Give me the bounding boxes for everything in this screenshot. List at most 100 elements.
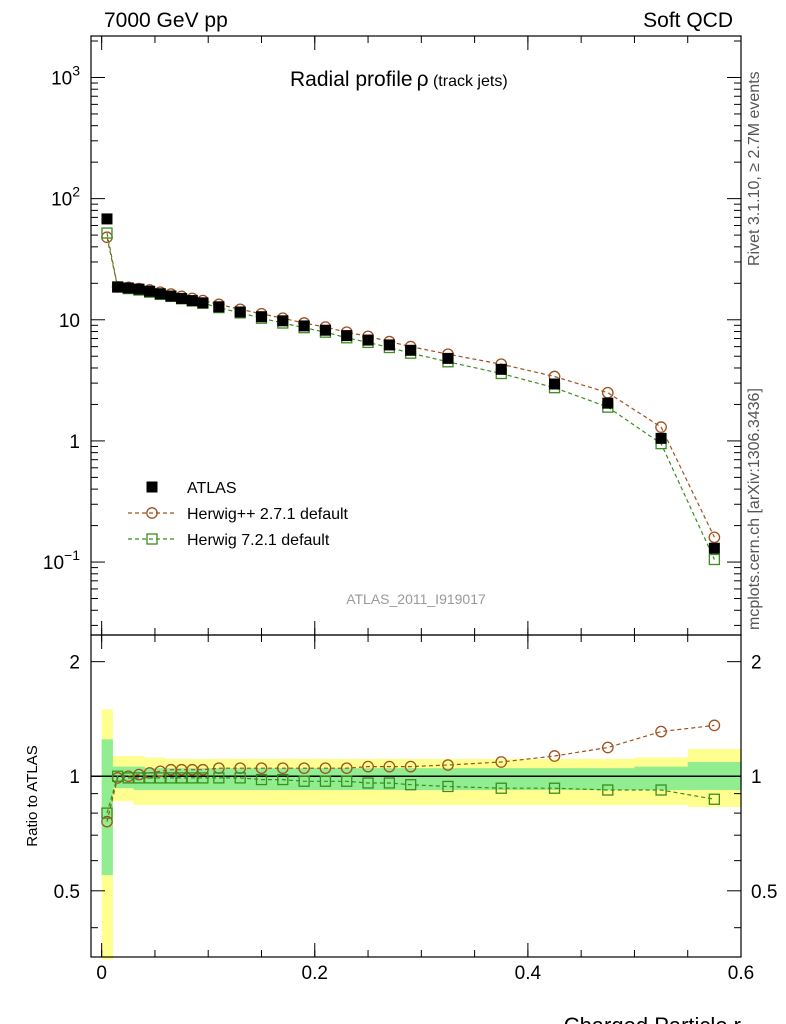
- atlas-point: [341, 330, 353, 342]
- y-tick-label: 1: [69, 432, 80, 453]
- ratio-band-inner: [101, 739, 113, 876]
- herwig7-ratio-point: [234, 772, 246, 784]
- category-label: Soft QCD: [643, 9, 733, 32]
- herwigpp-ratio-point: [708, 719, 721, 732]
- ratio-y-tick-label: 1: [69, 767, 80, 788]
- herwig7-ratio-point: [255, 773, 268, 786]
- atlas-point: [133, 283, 145, 295]
- herwig7-ratio-point: [186, 772, 198, 784]
- herwigpp-point: [601, 386, 614, 399]
- herwig7-ratio-point: [165, 772, 177, 784]
- herwig7-point: [708, 553, 721, 566]
- atlas-point: [442, 352, 454, 364]
- ratio-y-tick-label-right: 2: [751, 653, 762, 674]
- atlas-point: [298, 320, 310, 332]
- herwig7-ratio-point: [602, 784, 614, 796]
- herwig7-point: [101, 227, 113, 239]
- herwig7-ratio-point: [175, 772, 188, 784]
- herwigpp-ratio-point: [340, 762, 353, 775]
- herwig7-ratio-point: [277, 773, 289, 786]
- herwig7-ratio-point: [154, 772, 166, 784]
- ratio-band-inner: [144, 768, 156, 791]
- herwig7-ratio-point: [548, 782, 561, 794]
- atlas-point: [319, 324, 331, 336]
- chart-title: Radial profile ρ (track jets): [290, 68, 508, 91]
- ratio-y-tick-label: 2: [69, 653, 80, 674]
- atlas-point: [602, 397, 614, 409]
- herwig7-ratio-point: [383, 777, 396, 789]
- x-tick-label: 0: [96, 963, 107, 984]
- herwig7-ratio-point: [495, 782, 507, 794]
- ratio-band-inner: [154, 768, 167, 791]
- herwigpp-ratio-point: [362, 760, 374, 773]
- herwig7-ratio-point: [405, 779, 417, 791]
- herwigpp-ratio-point: [442, 759, 454, 771]
- herwigpp-ratio-point: [404, 760, 417, 773]
- herwigpp-ratio-point: [276, 762, 289, 775]
- y-tick-label: 103: [51, 62, 80, 89]
- ratio-y-axis-label: Ratio to ATLAS: [24, 745, 41, 846]
- atlas-point: [154, 288, 166, 300]
- atlas-point: [495, 363, 507, 375]
- legend-label: Herwig 7.2.1 default: [187, 532, 330, 549]
- herwigpp-ratio-point: [383, 760, 396, 773]
- ratio-plot-frame: [90, 634, 742, 958]
- atlas-point: [708, 542, 720, 554]
- herwig7-ratio-point: [197, 772, 209, 784]
- herwig7-ratio-point: [442, 780, 454, 793]
- herwig7-ratio-point: [341, 775, 353, 787]
- ratio-band-inner: [165, 768, 177, 791]
- analysis-id-label: ATLAS_2011_I919017: [346, 591, 486, 607]
- herwigpp-ratio-point: [101, 815, 113, 828]
- atlas-point: [255, 311, 267, 323]
- x-axis-label: Charged Particle r: [564, 1013, 741, 1024]
- ratio-band-inner: [421, 768, 476, 791]
- ratio-y-tick-label-right: 1: [751, 767, 762, 788]
- y-tick-label: 102: [51, 184, 80, 211]
- ratio-y-tick-label: 0.5: [54, 882, 80, 903]
- herwigpp-ratio-point: [601, 741, 614, 754]
- legend-label: ATLAS: [187, 480, 237, 497]
- herwig7-ratio-point: [298, 775, 310, 787]
- atlas-point: [186, 295, 198, 307]
- herwig7-ratio-point: [133, 772, 145, 784]
- atlas-point: [655, 432, 667, 444]
- herwig7-ratio-point: [319, 775, 332, 787]
- ratio-band-inner: [197, 768, 209, 791]
- herwigpp-ratio-point: [255, 762, 268, 775]
- herwigpp-point: [708, 531, 721, 544]
- herwig7-ratio-point: [213, 772, 225, 784]
- atlas-point: [277, 315, 289, 327]
- x-tick-label: 0.2: [302, 963, 328, 984]
- herwigpp-ratio-point: [548, 750, 561, 762]
- atlas-point: [112, 281, 124, 293]
- herwig7-ratio-line: [106, 775, 715, 814]
- legend-marker: [146, 533, 158, 545]
- atlas-point: [362, 334, 374, 346]
- atlas-point: [122, 282, 134, 294]
- atlas-point: [197, 297, 209, 309]
- atlas-point: [405, 344, 417, 356]
- atlas-point: [383, 339, 395, 351]
- x-tick-label: 0.4: [515, 963, 542, 984]
- herwigpp-ratio-point: [298, 762, 310, 775]
- atlas-point: [165, 290, 177, 302]
- herwig7-ratio-point: [362, 777, 374, 789]
- atlas-point: [213, 301, 225, 313]
- herwigpp-point: [655, 421, 667, 433]
- atlas-point: [101, 213, 113, 225]
- herwigpp-ratio-point: [319, 762, 332, 775]
- herwigpp-ratio-point: [197, 763, 209, 776]
- x-tick-label: 0.6: [728, 963, 754, 984]
- ratio-band-inner: [474, 768, 529, 791]
- herwig7-line: [106, 232, 715, 560]
- ratio-band-inner: [176, 768, 188, 791]
- herwig7-ratio-point: [708, 793, 721, 805]
- atlas-point: [549, 378, 561, 390]
- ratio-band-inner: [133, 766, 145, 791]
- y-tick-label: 10−1: [43, 547, 80, 574]
- atlas-point: [144, 285, 156, 297]
- ratio-band-inner: [634, 766, 689, 791]
- herwigpp-ratio-point: [495, 756, 508, 768]
